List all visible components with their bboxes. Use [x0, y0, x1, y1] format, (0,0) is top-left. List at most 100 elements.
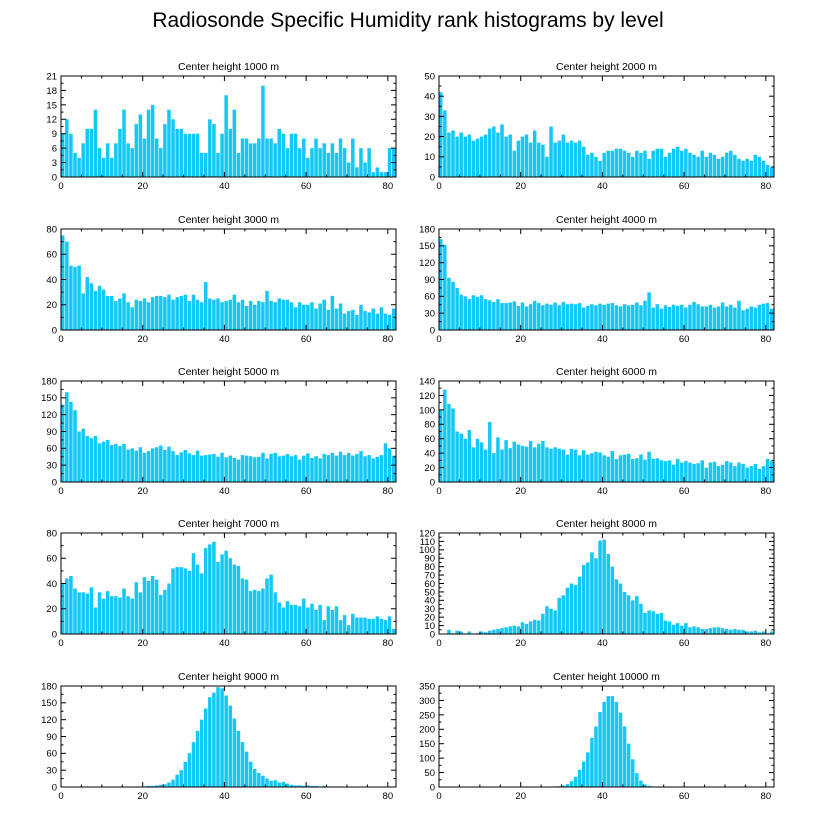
bar	[187, 753, 192, 787]
bar	[447, 404, 451, 482]
bar	[598, 160, 602, 177]
bar	[179, 452, 183, 482]
bar	[581, 450, 586, 482]
bar	[439, 92, 443, 177]
bar	[281, 299, 286, 330]
x-tick-label: 0	[58, 181, 63, 192]
bar	[146, 580, 151, 634]
y-tick-label: 60	[46, 749, 57, 760]
bar	[545, 303, 549, 330]
bar	[81, 293, 85, 330]
bar	[724, 152, 729, 177]
x-tick-label: 60	[301, 638, 312, 649]
bar	[479, 631, 484, 634]
bar	[565, 587, 570, 634]
bar	[375, 456, 380, 482]
bar	[240, 742, 245, 787]
bar	[716, 306, 721, 330]
bar	[704, 306, 709, 330]
bar	[375, 616, 380, 634]
bar	[69, 575, 73, 634]
bar	[240, 299, 245, 330]
bar	[594, 156, 598, 177]
bar	[443, 389, 447, 482]
bar	[216, 456, 220, 482]
bar	[500, 449, 504, 482]
bar	[289, 604, 294, 634]
bar	[561, 785, 566, 787]
y-tick-label: 40	[424, 449, 435, 460]
bar	[318, 604, 322, 634]
panel-5: Center height 5000 m 0 20 40 60 80 0 30 60 90 120 1…	[41, 366, 397, 497]
bar	[643, 612, 647, 634]
bar	[647, 292, 651, 330]
bar	[191, 133, 196, 177]
bar	[577, 576, 582, 634]
bar	[537, 142, 541, 177]
bar	[606, 303, 610, 330]
bar	[302, 304, 306, 330]
bar	[367, 455, 371, 482]
bar	[195, 299, 200, 330]
bar	[614, 458, 619, 482]
bar	[69, 265, 73, 330]
bar	[367, 312, 371, 330]
bar	[195, 450, 200, 482]
bar	[93, 607, 98, 634]
x-tick-label: 40	[597, 486, 608, 497]
bar	[375, 313, 380, 330]
bar	[359, 304, 363, 330]
bar	[553, 142, 557, 177]
x-tick-label: 60	[679, 791, 690, 802]
bar	[346, 162, 351, 177]
bar	[475, 138, 480, 177]
bar	[383, 443, 388, 482]
bar	[293, 307, 298, 330]
bar	[310, 457, 314, 482]
bar	[680, 150, 684, 177]
bar	[167, 109, 171, 177]
y-tick-label: 0	[52, 629, 57, 640]
bar	[586, 562, 590, 634]
y-tick-label: 20	[46, 300, 57, 311]
bar	[671, 304, 676, 330]
bar	[285, 453, 290, 482]
bar	[122, 293, 126, 330]
bar	[265, 778, 269, 787]
bar	[220, 688, 224, 787]
bar	[598, 540, 602, 634]
y-tick-label: 20	[424, 613, 435, 624]
x-tick-label: 20	[137, 791, 148, 802]
y-tick-label: 150	[41, 393, 57, 404]
bar	[741, 629, 745, 634]
bar	[338, 451, 343, 482]
x-tick-label: 80	[761, 638, 772, 649]
bar	[175, 774, 179, 787]
bar	[712, 307, 717, 330]
bar	[126, 596, 130, 635]
bar	[586, 154, 590, 177]
x-tick-label: 40	[219, 486, 230, 497]
bar	[520, 622, 525, 634]
bar	[577, 455, 582, 482]
bar	[504, 440, 508, 482]
bar	[459, 433, 463, 482]
bar	[142, 577, 147, 634]
bar	[516, 305, 521, 330]
bar	[81, 143, 85, 177]
bar	[159, 148, 163, 177]
bar	[610, 450, 615, 482]
x-tick-label: 80	[383, 334, 394, 345]
bar	[761, 160, 766, 177]
bar	[163, 297, 167, 330]
bar	[359, 148, 363, 177]
bar	[342, 313, 347, 330]
panel-8: Center height 8000 m0 20 40 60 8001020304050…	[419, 518, 775, 649]
bar	[700, 306, 704, 330]
bar	[610, 696, 615, 787]
y-tick-label: 40	[46, 579, 57, 590]
bar	[203, 455, 208, 482]
bar	[643, 784, 647, 787]
bar	[753, 154, 758, 177]
bar	[236, 302, 241, 330]
